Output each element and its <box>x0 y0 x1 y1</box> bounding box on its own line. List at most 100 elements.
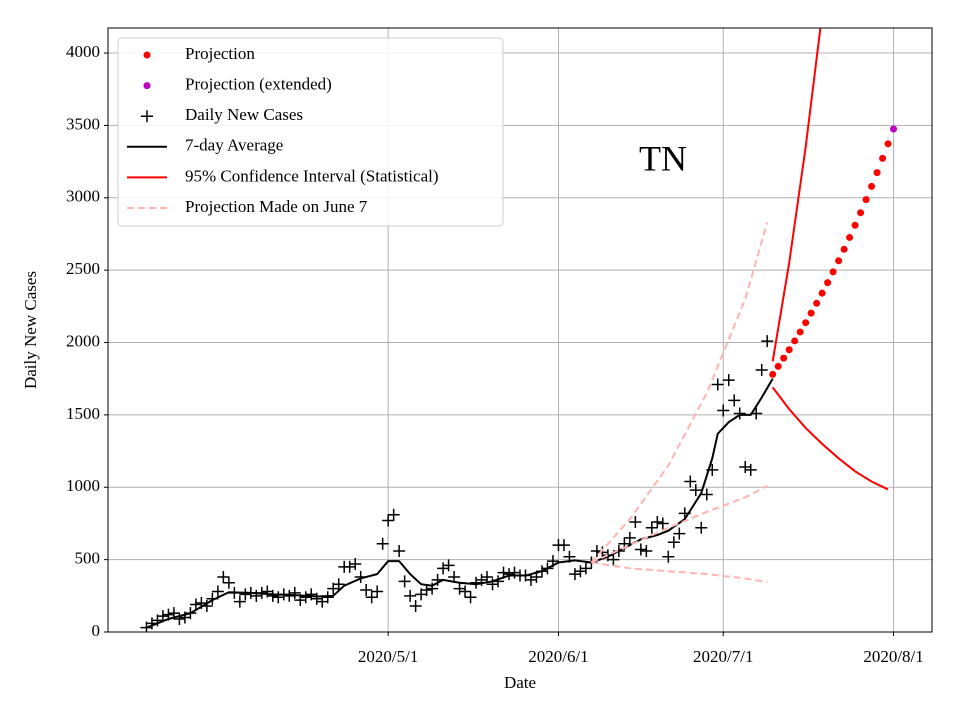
plus-marker <box>266 589 279 602</box>
plus-marker <box>299 591 312 604</box>
plus-marker <box>667 536 680 549</box>
point <box>813 299 821 307</box>
x-tick-label: 2020/7/1 <box>693 647 753 666</box>
point <box>835 257 843 265</box>
plus-marker <box>343 560 356 573</box>
series-line <box>591 484 768 564</box>
plus-marker <box>486 578 499 591</box>
y-tick-label: 0 <box>92 621 101 640</box>
y-tick-label: 3000 <box>66 187 100 206</box>
series-line <box>146 378 774 629</box>
plus-marker <box>761 335 774 348</box>
plus-marker <box>464 591 477 604</box>
plus-marker <box>365 591 378 604</box>
plus-marker <box>524 573 537 586</box>
plus-marker <box>717 404 730 417</box>
point <box>857 209 865 217</box>
plus-marker <box>173 612 186 625</box>
plus-marker <box>310 592 323 605</box>
plus-marker <box>288 586 301 599</box>
plus-marker <box>371 585 384 598</box>
plus-marker <box>481 570 494 583</box>
plus-marker <box>568 568 581 581</box>
plus-marker <box>233 595 246 608</box>
legend-label: Projection <box>185 44 255 63</box>
plus-marker <box>393 544 406 557</box>
point <box>840 245 848 253</box>
point <box>774 362 782 370</box>
x-tick-label: 2020/5/1 <box>358 647 418 666</box>
plus-marker <box>645 521 658 534</box>
point <box>785 346 793 354</box>
point <box>868 182 876 190</box>
plus-marker <box>250 589 263 602</box>
point <box>890 125 898 133</box>
plus-marker <box>349 557 362 570</box>
plus-marker <box>662 550 675 563</box>
plus-marker <box>623 531 636 544</box>
point <box>802 319 810 327</box>
plus-marker <box>695 521 708 534</box>
legend-box <box>117 37 504 227</box>
plus-marker <box>503 568 516 581</box>
plus-marker <box>453 582 466 595</box>
plus-marker <box>387 508 400 521</box>
plus-marker <box>557 539 570 552</box>
point <box>769 370 777 378</box>
annotation: TN <box>639 138 687 178</box>
y-axis-label: Daily New Cases <box>21 271 40 389</box>
plus-marker <box>700 488 713 501</box>
ticks: 0 500 1000 1500 2000 2500 3000 3500 4000 2020/5/1… <box>66 42 924 666</box>
point <box>846 233 854 241</box>
x-tick-label: 2020/6/1 <box>528 647 588 666</box>
plus-marker <box>217 570 230 583</box>
plus-marker <box>404 589 417 602</box>
y-tick-label: 2000 <box>66 331 100 350</box>
point <box>818 289 826 297</box>
point <box>829 268 837 276</box>
plus-marker <box>634 543 647 556</box>
plus-marker <box>728 394 741 407</box>
plus-marker <box>739 460 752 473</box>
series-line <box>771 28 822 362</box>
plus-marker <box>239 588 252 601</box>
plus-marker <box>222 576 235 589</box>
legend-label: 95% Confidence Interval (Statistical) <box>185 166 439 185</box>
point <box>791 337 799 345</box>
plus-marker <box>189 598 202 611</box>
x-axis-label: Date <box>504 673 536 692</box>
plus-marker <box>755 364 768 377</box>
legend-marker <box>143 51 151 59</box>
plus-marker <box>733 407 746 420</box>
point <box>824 279 832 287</box>
plus-marker <box>656 517 669 530</box>
plus-marker <box>272 591 285 604</box>
point <box>807 309 815 317</box>
point <box>862 196 870 204</box>
plus-marker <box>744 463 757 476</box>
legend-label: Projection Made on June 7 <box>185 197 368 216</box>
plus-marker <box>409 599 422 612</box>
y-tick-label: 1000 <box>66 476 100 495</box>
plus-marker <box>574 565 587 578</box>
legend-label: Daily New Cases <box>185 105 303 124</box>
point <box>879 154 887 162</box>
plus-marker <box>211 585 224 598</box>
y-tick-label: 3500 <box>66 114 100 133</box>
y-tick-label: 2500 <box>66 259 100 278</box>
plus-marker <box>398 575 411 588</box>
plus-marker <box>382 514 395 527</box>
series-line <box>590 222 769 564</box>
plus-marker <box>673 527 686 540</box>
axes-frame <box>107 27 933 633</box>
plus-marker <box>459 585 472 598</box>
plus-marker <box>579 562 592 575</box>
plus-marker <box>376 537 389 550</box>
plus-marker <box>629 515 642 528</box>
x-tick-label: 2020/8/1 <box>863 647 923 666</box>
y-tick-label: 500 <box>75 549 101 568</box>
plus-marker <box>640 544 653 557</box>
point <box>780 354 788 362</box>
y-tick-label: 4000 <box>66 42 100 61</box>
